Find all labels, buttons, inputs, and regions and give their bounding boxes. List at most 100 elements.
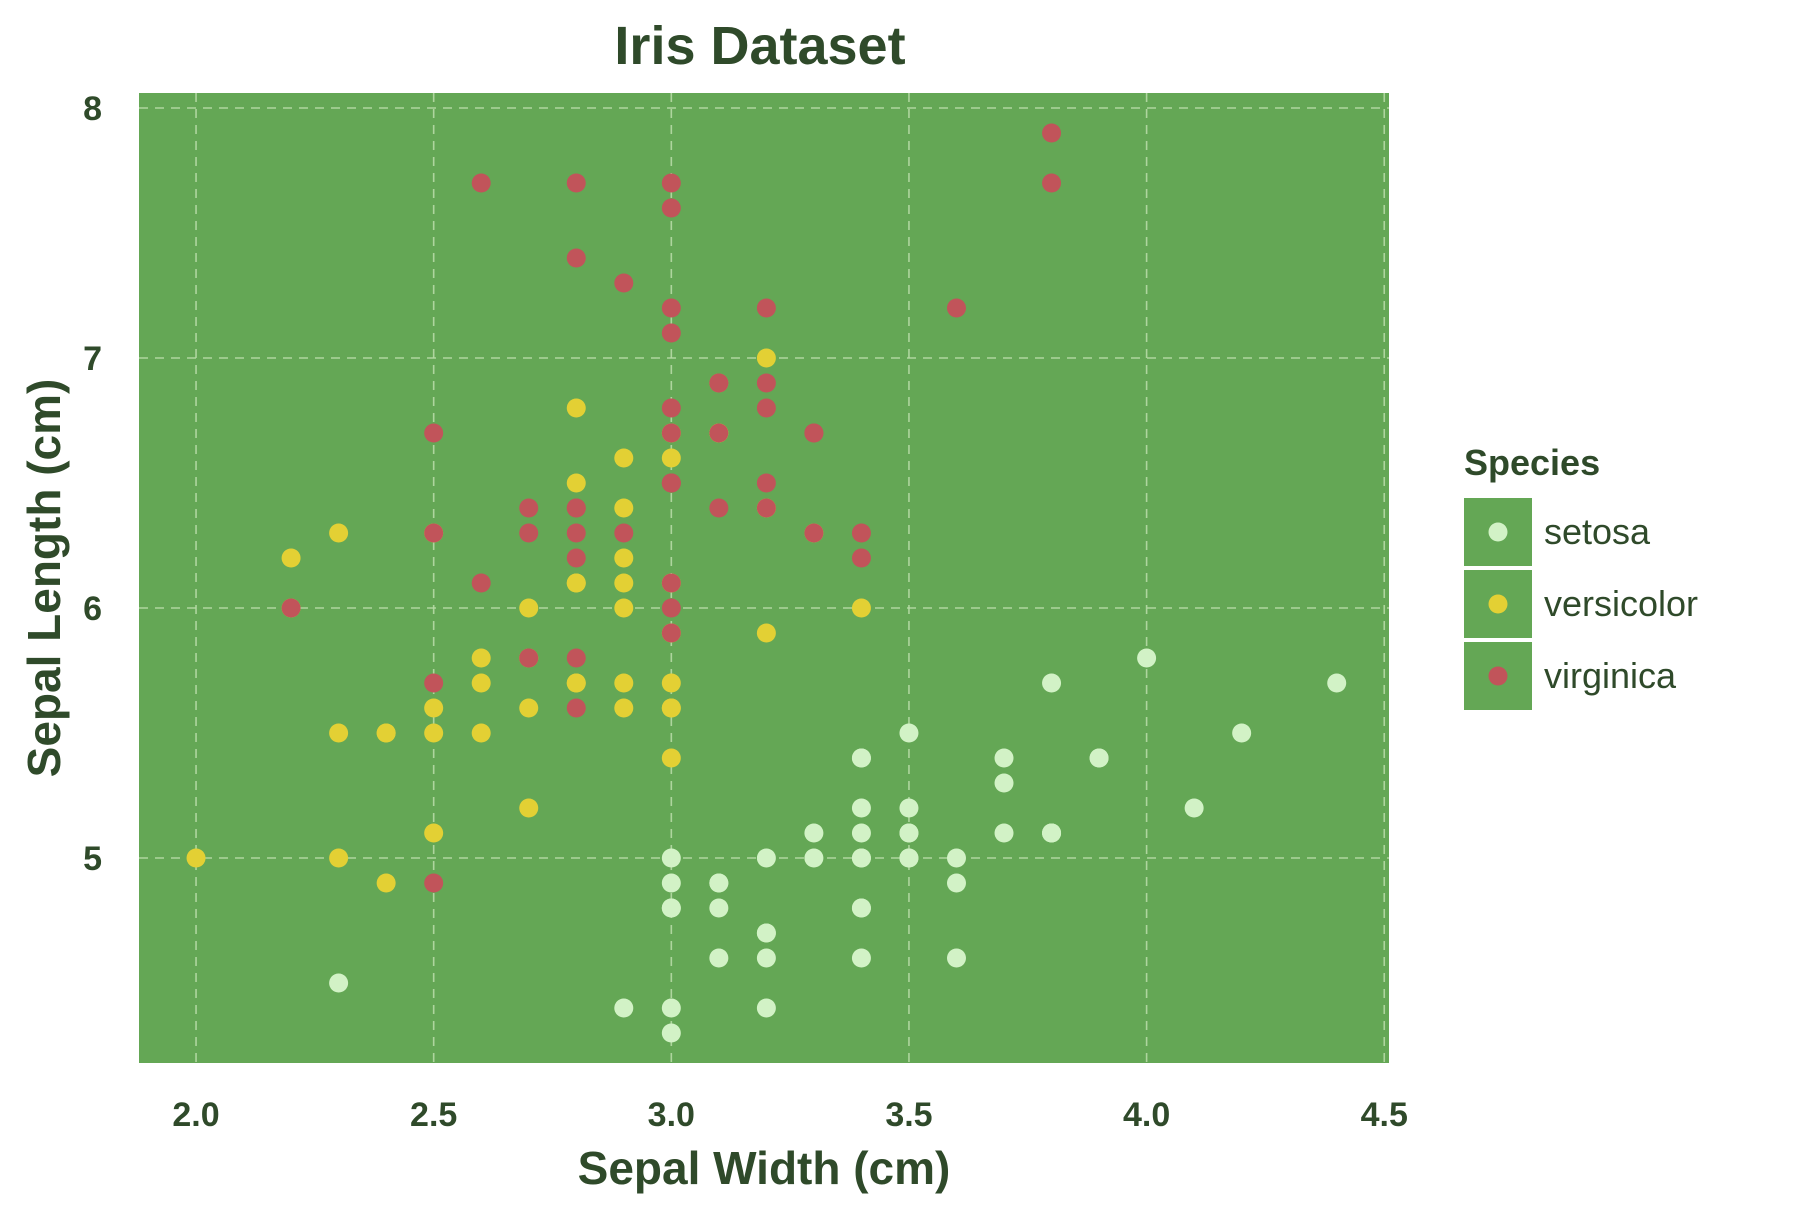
data-point-virginica	[661, 198, 681, 218]
data-point-virginica	[471, 173, 491, 193]
legend-title: Species	[1464, 442, 1600, 483]
data-point-virginica	[946, 298, 966, 318]
data-point-virginica	[709, 373, 729, 393]
data-point-versicolor	[186, 848, 206, 868]
data-point-setosa	[1042, 823, 1062, 843]
data-point-setosa	[661, 873, 681, 893]
data-point-versicolor	[614, 598, 634, 618]
data-point-versicolor	[614, 548, 634, 568]
y-tick-label: 7	[83, 340, 102, 378]
data-point-versicolor	[471, 723, 491, 743]
data-point-virginica	[424, 423, 444, 443]
legend-marker-versicolor	[1488, 594, 1508, 614]
data-point-versicolor	[281, 548, 301, 568]
data-point-setosa	[946, 948, 966, 968]
data-point-virginica	[661, 173, 681, 193]
data-point-setosa	[851, 848, 871, 868]
data-point-versicolor	[614, 448, 634, 468]
data-point-virginica	[566, 498, 586, 518]
chart-title: Iris Dataset	[614, 16, 905, 76]
data-point-setosa	[994, 773, 1014, 793]
data-point-versicolor	[661, 673, 681, 693]
series-virginica	[281, 123, 1062, 893]
data-point-setosa	[899, 848, 919, 868]
data-point-virginica	[661, 323, 681, 343]
data-point-versicolor	[376, 873, 396, 893]
data-point-versicolor	[471, 648, 491, 668]
x-axis-title: Sepal Width (cm)	[578, 1142, 951, 1194]
data-point-virginica	[661, 398, 681, 418]
plot-panel	[139, 93, 1389, 1063]
data-point-setosa	[899, 823, 919, 843]
data-point-setosa	[851, 748, 871, 768]
data-point-versicolor	[661, 748, 681, 768]
data-point-virginica	[661, 623, 681, 643]
data-point-virginica	[566, 523, 586, 543]
x-tick-label: 3.0	[648, 1096, 695, 1134]
data-point-versicolor	[519, 598, 539, 618]
data-point-setosa	[1089, 748, 1109, 768]
data-point-versicolor	[614, 698, 634, 718]
data-point-versicolor	[566, 473, 586, 493]
data-point-virginica	[566, 648, 586, 668]
data-point-setosa	[851, 798, 871, 818]
data-point-virginica	[519, 523, 539, 543]
data-point-virginica	[709, 498, 729, 518]
data-point-virginica	[519, 648, 539, 668]
data-point-versicolor	[661, 448, 681, 468]
x-tick-label: 3.5	[885, 1096, 932, 1134]
data-point-virginica	[614, 273, 634, 293]
y-tick-label: 6	[83, 590, 102, 628]
data-point-virginica	[424, 673, 444, 693]
data-point-virginica	[471, 573, 491, 593]
data-point-virginica	[424, 873, 444, 893]
data-point-virginica	[519, 498, 539, 518]
data-point-virginica	[709, 423, 729, 443]
data-point-virginica	[756, 373, 776, 393]
data-point-versicolor	[329, 523, 349, 543]
data-point-setosa	[756, 923, 776, 943]
data-point-setosa	[899, 798, 919, 818]
legend-label-virginica: virginica	[1544, 655, 1677, 696]
data-point-setosa	[709, 948, 729, 968]
data-point-versicolor	[471, 673, 491, 693]
data-point-versicolor	[424, 698, 444, 718]
data-point-setosa	[804, 848, 824, 868]
data-point-setosa	[804, 823, 824, 843]
data-point-setosa	[1042, 673, 1062, 693]
data-point-virginica	[756, 498, 776, 518]
data-point-versicolor	[756, 623, 776, 643]
data-point-setosa	[994, 748, 1014, 768]
data-point-virginica	[566, 698, 586, 718]
data-point-virginica	[1042, 173, 1062, 193]
data-point-versicolor	[614, 573, 634, 593]
data-point-virginica	[756, 473, 776, 493]
x-tick-label: 4.0	[1123, 1096, 1170, 1134]
data-point-setosa	[661, 898, 681, 918]
data-point-virginica	[804, 423, 824, 443]
data-point-versicolor	[329, 723, 349, 743]
data-point-virginica	[661, 423, 681, 443]
data-point-virginica	[851, 523, 871, 543]
data-point-versicolor	[424, 723, 444, 743]
y-tick-label: 8	[83, 90, 102, 128]
data-point-versicolor	[756, 348, 776, 368]
data-point-virginica	[661, 573, 681, 593]
legend-items: setosa versicolor virginica	[1464, 498, 1698, 710]
data-point-setosa	[1184, 798, 1204, 818]
data-point-versicolor	[614, 673, 634, 693]
y-axis-title: Sepal Length (cm)	[18, 379, 70, 778]
data-point-setosa	[899, 723, 919, 743]
data-point-setosa	[661, 848, 681, 868]
data-point-versicolor	[851, 598, 871, 618]
data-point-versicolor	[566, 573, 586, 593]
data-point-setosa	[329, 973, 349, 993]
data-point-virginica	[661, 298, 681, 318]
data-point-virginica	[756, 398, 776, 418]
data-point-setosa	[756, 948, 776, 968]
data-point-versicolor	[661, 698, 681, 718]
data-point-versicolor	[614, 498, 634, 518]
data-point-setosa	[851, 823, 871, 843]
